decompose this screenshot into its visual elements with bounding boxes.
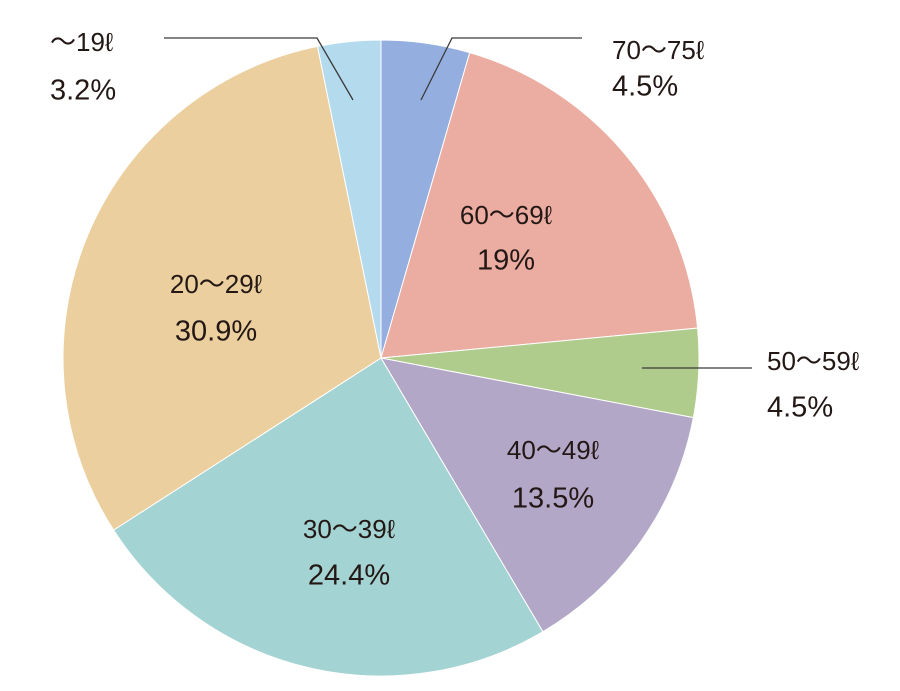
leader-lines [164,37,752,369]
slice-percent-7: 3.2% [50,75,116,107]
pie-slice-7 [316,39,382,359]
slice-label-5: 30〜39ℓ [303,514,396,544]
slice-label-7: 〜19ℓ [50,27,114,57]
slice-percent-2: 19% [477,245,535,277]
pie-slice-4 [380,357,694,633]
slice-percent-4: 13.5% [512,483,594,515]
slice-label-2: 60〜69ℓ [460,200,553,230]
slice-label-4: 40〜49ℓ [507,435,600,465]
pie-slice-2 [380,52,699,359]
slice-percent-1: 4.5% [612,71,678,103]
pie-slice-5 [112,357,544,677]
leader-line-7 [164,37,354,101]
slice-percent-6: 30.9% [175,316,257,348]
slice-labels: 70〜75ℓ 4.5% 60〜69ℓ 19% 50〜59ℓ 4.5% 40〜49ℓ 13.5%… [50,27,860,592]
slice-label-3: 50〜59ℓ [767,346,860,376]
pie-slice-6 [62,45,382,531]
slice-percent-3: 4.5% [767,392,833,424]
slice-label-1: 70〜75ℓ [612,35,705,65]
leader-line-1 [420,37,582,101]
slice-percent-5: 24.4% [308,560,390,592]
pie-slices [62,39,700,677]
slice-label-6: 20〜29ℓ [170,269,263,299]
